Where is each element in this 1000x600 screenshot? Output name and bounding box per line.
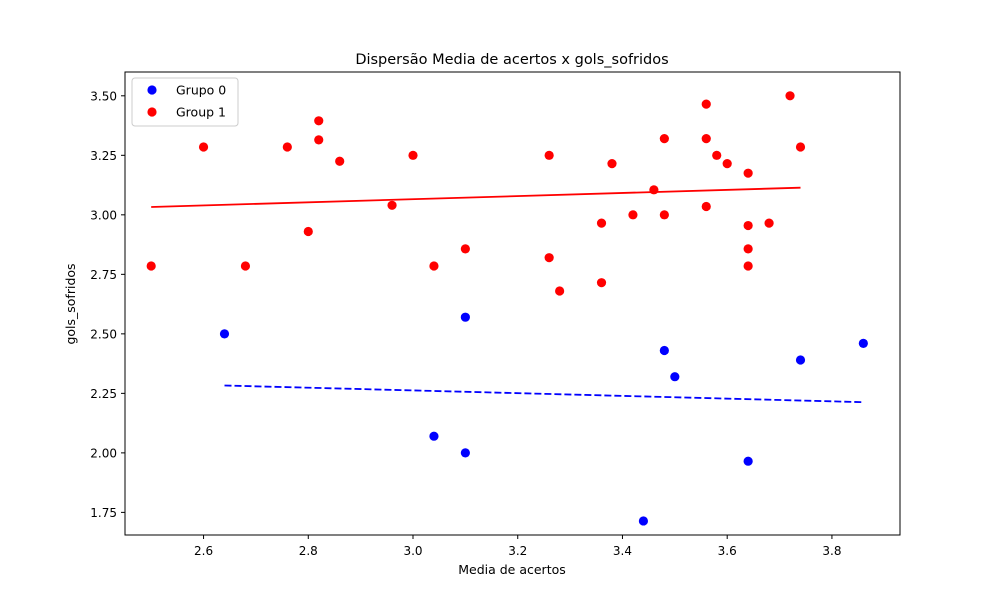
data-point-s1-9 — [408, 150, 418, 160]
x-tick-label-0: 2.6 — [194, 544, 213, 558]
data-point-s1-20 — [659, 134, 669, 144]
data-point-s0-7 — [743, 456, 753, 466]
y-tick-label-6: 3.25 — [90, 149, 117, 163]
data-point-s1-17 — [607, 159, 617, 169]
data-point-s1-0 — [146, 261, 156, 271]
data-point-s1-19 — [649, 185, 659, 195]
y-tick-label-4: 2.75 — [90, 268, 117, 282]
data-point-s1-18 — [628, 210, 638, 220]
data-point-s1-4 — [303, 226, 313, 237]
legend-label-0: Grupo 0 — [176, 83, 226, 98]
data-point-s1-27 — [743, 168, 753, 178]
axes-frame — [124, 71, 901, 536]
legend: Grupo 0 Group 1 — [131, 77, 239, 127]
data-point-s0-3 — [460, 448, 470, 458]
data-point-s1-31 — [764, 218, 774, 228]
data-point-s0-8 — [795, 355, 806, 365]
legend-label-1: Group 1 — [176, 105, 226, 120]
data-point-s1-33 — [795, 142, 806, 152]
y-tick-label-2: 2.25 — [90, 387, 117, 401]
data-point-s1-28 — [743, 220, 753, 231]
legend-marker-1 — [147, 107, 157, 117]
data-point-s0-0 — [219, 329, 230, 339]
data-point-s1-25 — [712, 150, 722, 160]
x-axis-label: Media de acertos — [458, 562, 566, 577]
data-point-s1-30 — [743, 261, 753, 271]
y-tick-label-7: 3.50 — [90, 89, 117, 103]
data-point-s1-32 — [785, 91, 795, 101]
y-axis-label: gols_sofridos — [63, 263, 78, 344]
legend-box — [131, 77, 239, 127]
data-point-s1-26 — [722, 159, 732, 169]
data-point-s1-11 — [460, 244, 470, 254]
data-point-s1-12 — [544, 150, 554, 160]
data-point-s1-1 — [198, 142, 209, 152]
data-point-s1-29 — [743, 244, 753, 254]
data-point-s0-6 — [670, 372, 680, 382]
data-point-s1-14 — [555, 286, 565, 296]
trend-line-1 — [151, 186, 801, 208]
data-point-s1-13 — [544, 253, 554, 263]
data-point-s0-5 — [659, 345, 669, 356]
data-point-s1-24 — [701, 201, 711, 212]
data-point-s0-2 — [460, 312, 470, 322]
data-point-s1-2 — [240, 261, 251, 271]
x-tick-label-2: 3.0 — [403, 544, 422, 558]
data-point-s1-8 — [387, 200, 397, 210]
data-point-s0-9 — [858, 338, 868, 348]
x-tick-label-4: 3.4 — [613, 544, 632, 558]
data-point-s1-10 — [429, 261, 439, 271]
y-tick-label-0: 1.75 — [90, 506, 117, 520]
data-point-s1-3 — [282, 142, 292, 152]
x-tick-label-5: 3.6 — [718, 544, 737, 558]
x-tick-label-6: 3.8 — [822, 544, 841, 558]
data-point-s1-5 — [314, 116, 324, 126]
x-tick-label-3: 3.2 — [508, 544, 527, 558]
y-tick-label-3: 2.50 — [90, 327, 117, 341]
legend-marker-0 — [147, 85, 157, 95]
y-tick-label-1: 2.00 — [90, 446, 117, 460]
data-point-s1-23 — [701, 134, 711, 144]
trend-line-0 — [224, 384, 864, 404]
data-point-s0-1 — [429, 431, 439, 441]
plot-area: 2.6 2.8 3.0 3.2 3.4 3.6 3.8 1.75 2.00 2.25 2.50 2.7… — [90, 71, 901, 558]
y-tick-label-5: 3.00 — [90, 208, 117, 222]
data-point-s1-16 — [596, 278, 607, 288]
chart-title: Dispersão Media de acertos x gols_sofrid… — [355, 52, 668, 68]
data-point-s1-7 — [335, 156, 345, 166]
x-tick-label-1: 2.8 — [299, 544, 318, 558]
data-point-s1-22 — [701, 99, 711, 109]
data-point-s0-4 — [638, 516, 649, 526]
data-point-s1-21 — [659, 210, 669, 220]
data-point-s1-6 — [314, 135, 324, 145]
data-point-s1-15 — [596, 218, 607, 228]
